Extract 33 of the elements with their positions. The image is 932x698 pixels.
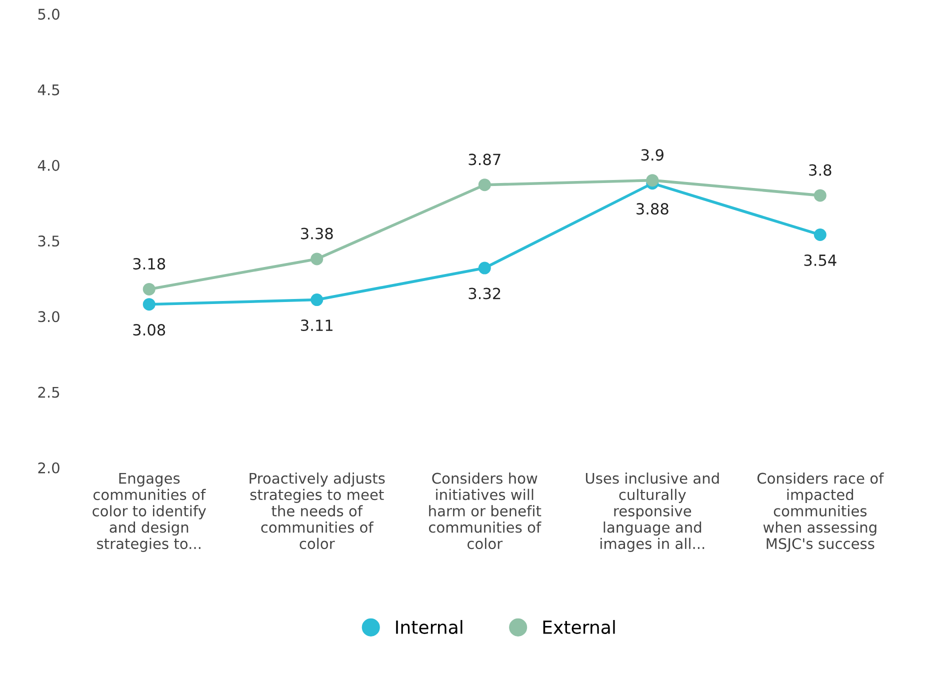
point (646, 174, 659, 187)
point (310, 252, 324, 266)
y-tick-label: 5.0 (38, 8, 60, 20)
y-tick-label: 2.0 (38, 462, 60, 474)
data-label: 3.8 (809, 164, 832, 176)
y-tick-label: 3.0 (38, 311, 60, 322)
point (814, 189, 826, 202)
data-label: 3.08 (133, 324, 166, 336)
y-tick-label: 4.0 (38, 160, 60, 171)
x-tick-label: Uses inclusive and culturally responsive language and images in all... (586, 472, 719, 552)
x-tick-label: Considers how initiatives will harm or benefit communities of color (428, 472, 542, 550)
legend-label: External (543, 620, 615, 634)
point (142, 282, 156, 296)
y-tick-label: 2.5 (38, 386, 60, 398)
y-tick-label: 3.5 (38, 236, 60, 247)
x-tick-label: Considers race of impacted communities when assessing MSJC's success (757, 472, 884, 552)
data-label: 3.54 (804, 254, 836, 266)
x-tick-label: Engages communities of color to identify and design strategies to... (92, 472, 206, 552)
data-label: 3.88 (636, 203, 668, 215)
data-label: 3.32 (468, 288, 500, 300)
legend-label: Internal (396, 620, 462, 634)
y-tick-label: 4.5 (38, 84, 60, 96)
point (310, 294, 324, 306)
point (142, 298, 156, 311)
data-label: 3.87 (468, 154, 500, 166)
data-label: 3.9 (641, 149, 664, 161)
data-label: 3.11 (301, 320, 332, 332)
x-tick-label: Proactively adjusts strategies to meet the needs of communities of color (250, 472, 385, 550)
point (814, 228, 826, 242)
point (478, 262, 491, 274)
data-label: 3.38 (301, 228, 333, 240)
point (478, 178, 491, 192)
data-label: 3.18 (133, 258, 166, 270)
